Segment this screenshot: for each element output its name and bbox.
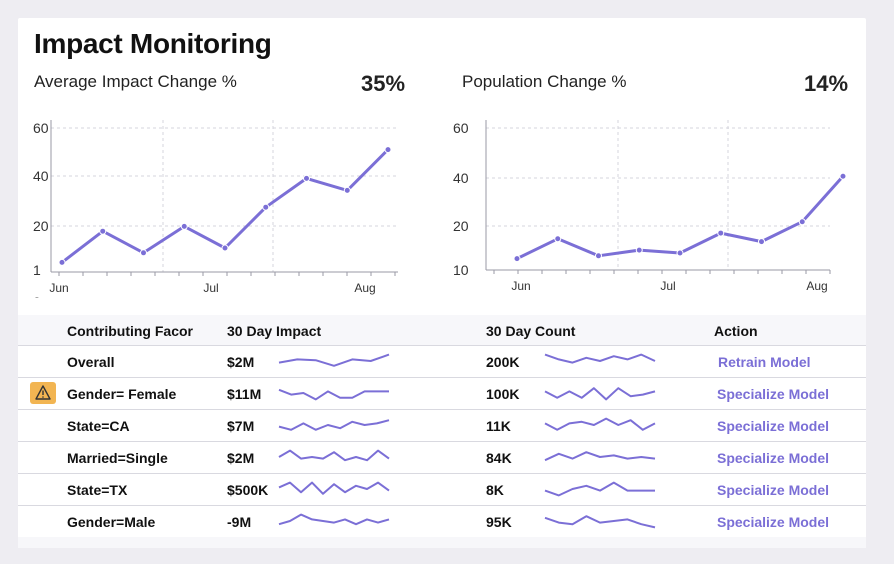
header-factor: Contributing Facor <box>67 323 193 339</box>
specialize-model-button[interactable]: Specialize Model <box>717 418 830 434</box>
header-count: 30 Day Count <box>486 323 576 339</box>
specialize-model-button[interactable]: Specialize Model <box>717 482 830 498</box>
table-row: Married=Single $2M 84K Specialize Model <box>18 441 866 473</box>
impact-value: $2M <box>227 354 255 370</box>
page-title: Impact Monitoring <box>34 28 272 59</box>
impact-value: -9M <box>227 514 252 530</box>
count-value: 200K <box>486 354 520 370</box>
data-point <box>221 244 229 252</box>
y-tick-label: 20 <box>453 218 469 234</box>
table-row: Gender=Male -9M 95K Specialize Model <box>18 505 866 537</box>
specialize-model-button[interactable]: Specialize Model <box>717 386 830 402</box>
population-chart: 60 40 20 10 Jun Jul Aug <box>453 120 847 293</box>
factor-label: Married=Single <box>67 450 168 466</box>
factor-label: Overall <box>67 354 115 370</box>
count-sparkline <box>544 353 656 364</box>
x-tick-label: Jul <box>660 279 675 293</box>
y-tick-label: 60 <box>453 120 469 136</box>
warning-triangle-icon <box>30 382 56 404</box>
impact-chart: 60 40 20 1 0 Jun Jul Aug <box>33 120 398 298</box>
specialize-model-button[interactable]: Specialize Model <box>717 514 830 530</box>
impact-value: $500K <box>227 482 269 498</box>
count-value: 8K <box>486 482 504 498</box>
y-tick-label: 60 <box>33 120 49 136</box>
count-value: 84K <box>486 450 512 466</box>
data-point <box>343 186 351 194</box>
x-tick-label: Jun <box>511 279 530 293</box>
data-point <box>99 227 107 235</box>
count-value: 95K <box>486 514 512 530</box>
data-point <box>758 238 765 246</box>
x-tick-label: Jul <box>203 281 218 295</box>
y-tick-label: 40 <box>33 168 49 184</box>
chart-value-impact: 35% <box>361 71 406 96</box>
data-point <box>513 255 521 263</box>
dashboard-panel: Impact Monitoring Average Impact Change … <box>18 18 866 548</box>
impact-sparkline <box>278 449 390 462</box>
header-impact: 30 Day Impact <box>227 323 322 339</box>
impact-value: $2M <box>227 450 255 466</box>
x-tick-label: Jun <box>49 281 68 295</box>
data-point <box>180 222 188 230</box>
y-tick-label: 1 <box>33 262 41 278</box>
impact-sparkline <box>278 388 389 401</box>
chart-title-population: Population Change % <box>462 72 627 91</box>
chart-value-population: 14% <box>804 71 849 96</box>
count-sparkline <box>544 417 656 431</box>
retrain-model-button[interactable]: Retrain Model <box>718 354 811 370</box>
data-point <box>262 203 270 211</box>
chart-title-impact: Average Impact Change % <box>34 72 237 91</box>
table-row: Gender= Female $11M 100K Specialize Model <box>18 377 866 409</box>
factor-label: Gender= Female <box>67 386 177 402</box>
impact-sparkline <box>278 513 390 526</box>
data-point <box>839 172 847 180</box>
x-tick-label: Aug <box>806 279 827 293</box>
y-tick-label: 10 <box>453 262 469 278</box>
impact-sparkline <box>278 481 390 495</box>
data-point <box>717 229 725 237</box>
y-tick-label: 0 <box>33 294 41 298</box>
count-value: 100K <box>486 386 520 402</box>
data-point <box>554 235 562 243</box>
factor-table: Contributing Facor 30 Day Impact 30 Day … <box>18 315 866 548</box>
data-point <box>140 249 147 257</box>
series-line <box>516 175 845 260</box>
header-action: Action <box>714 323 758 339</box>
y-tick-label: 40 <box>453 170 469 186</box>
data-point <box>58 258 66 266</box>
impact-sparkline <box>278 353 390 367</box>
impact-value: $11M <box>227 386 262 402</box>
data-point <box>303 174 310 182</box>
data-point <box>798 218 806 226</box>
table-row: Overall $2M 200K Retrain Model <box>18 345 866 377</box>
y-tick-label: 20 <box>33 218 49 234</box>
table-header: Contributing Facor 30 Day Impact 30 Day … <box>18 315 866 345</box>
impact-sparkline <box>278 419 390 431</box>
data-point <box>635 246 643 254</box>
factor-label: Gender=Male <box>67 514 156 530</box>
data-point <box>595 252 602 260</box>
data-point <box>676 249 684 257</box>
count-value: 11K <box>486 418 511 434</box>
impact-value: $7M <box>227 418 255 434</box>
count-sparkline <box>544 481 655 497</box>
count-sparkline <box>544 387 656 401</box>
table-row: State=TX $500K 8K Specialize Model <box>18 473 866 505</box>
data-point <box>384 146 392 154</box>
x-tick-label: Aug <box>354 281 375 295</box>
factor-label: State=TX <box>67 482 128 498</box>
count-sparkline <box>544 451 656 462</box>
count-sparkline <box>544 515 656 529</box>
specialize-model-button[interactable]: Specialize Model <box>717 450 830 466</box>
factor-label: State=CA <box>67 418 130 434</box>
table-row: State=CA $7M 11K Specialize Model <box>18 409 866 441</box>
